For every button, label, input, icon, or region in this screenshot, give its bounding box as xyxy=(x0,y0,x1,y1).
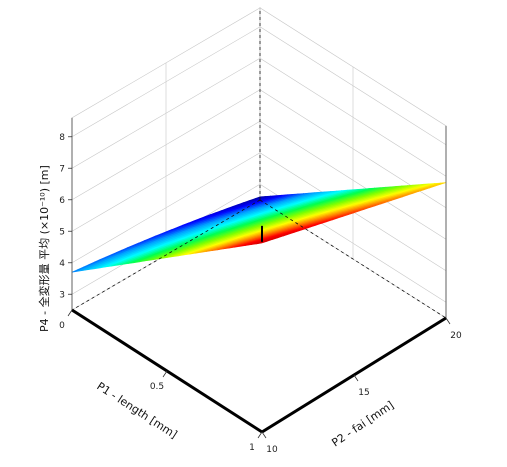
y-tick-mark xyxy=(445,317,451,325)
surface-layer xyxy=(71,182,447,273)
back-right-floor-edge xyxy=(259,199,447,319)
z-tick-label: 7 xyxy=(59,164,65,174)
y-axis-label: P2 - fai [mm] xyxy=(329,399,396,450)
y-tick-label: 20 xyxy=(450,331,462,341)
x-tick-label: 1 xyxy=(249,443,255,453)
y-tick-label: 15 xyxy=(358,388,369,398)
grid-layer xyxy=(71,7,447,319)
y-tick-mark xyxy=(261,431,267,439)
ticks-layer: 0 0.5 1 10 15 20 3 4 5 6 7 8 xyxy=(59,133,462,455)
x-axis-label: P1 - length [mm] xyxy=(94,380,179,442)
z-tick-label: 8 xyxy=(59,133,65,143)
y-tick-mark xyxy=(353,374,359,382)
x-tick-mark xyxy=(67,309,73,317)
z-grid-line xyxy=(71,26,447,146)
x-tick-mark xyxy=(257,431,263,439)
z-tick-label: 4 xyxy=(59,259,65,269)
surface-patch xyxy=(256,240,268,245)
x-tick-mark xyxy=(162,370,168,378)
z-tick-label: 6 xyxy=(59,196,65,206)
y-tick-label: 10 xyxy=(266,445,278,455)
z-tick-label: 5 xyxy=(59,227,65,237)
x-tick-label: 0 xyxy=(59,321,65,331)
x-tick-label: 0.5 xyxy=(150,382,164,392)
back-left-floor-edge xyxy=(71,199,261,311)
z-axis-label: P4 - 全変形量 平均 (×10⁻¹⁰) [m] xyxy=(37,165,51,332)
z-tick-label: 3 xyxy=(59,290,65,300)
z-grid-line xyxy=(71,57,447,177)
